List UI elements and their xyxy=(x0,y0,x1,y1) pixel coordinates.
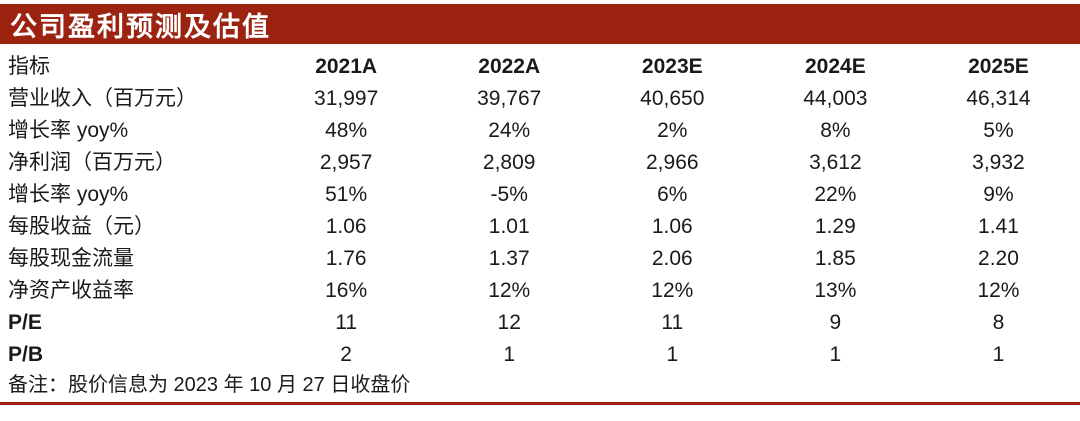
cell-value: 1.06 xyxy=(651,214,693,238)
cell-value: 1.41 xyxy=(978,214,1019,238)
cell-value: 3,612 xyxy=(809,150,862,174)
cell-value: 51% xyxy=(325,182,368,206)
table-row-profit-growth: 增长率 yoy% 51% -5% 6% 22% 9% xyxy=(0,178,1080,210)
row-label: 每股收益（元） xyxy=(8,214,155,238)
cell-value: 48% xyxy=(325,118,368,142)
header-year-2022a: 2022A xyxy=(478,54,541,78)
cell-value: 11 xyxy=(335,310,358,334)
cell-value: 2.20 xyxy=(978,246,1019,270)
cell-value: 2% xyxy=(657,118,688,142)
table-row-eps: 每股收益（元） 1.06 1.01 1.06 1.29 1.41 xyxy=(0,210,1080,242)
cell-value: 3,932 xyxy=(972,150,1025,174)
cell-value: 22% xyxy=(814,182,857,206)
cell-value: 2.06 xyxy=(651,246,693,270)
cell-value: 44,003 xyxy=(803,86,868,110)
page-title: 公司盈利预测及估值 xyxy=(10,11,271,42)
cell-value: 1.01 xyxy=(488,214,530,238)
table-row-cashflow-per-share: 每股现金流量 1.76 1.37 2.06 1.85 2.20 xyxy=(0,242,1080,274)
cell-value: 39,767 xyxy=(477,86,542,110)
row-label: 净资产收益率 xyxy=(8,278,134,302)
cell-value: 12% xyxy=(977,278,1020,302)
header-year-2023e: 2023E xyxy=(641,54,703,78)
footnote: 备注：股价信息为 2023 年 10 月 27 日收盘价 xyxy=(0,370,1080,405)
cell-value: 9 xyxy=(829,310,842,334)
cell-value: 1.06 xyxy=(325,214,367,238)
table-row-revenue-growth: 增长率 yoy% 48% 24% 2% 8% 5% xyxy=(0,114,1080,146)
cell-value: 2,957 xyxy=(319,150,373,174)
row-label: 增长率 yoy% xyxy=(8,118,129,142)
row-label: 营业收入（百万元） xyxy=(8,86,197,110)
cell-value: 46,314 xyxy=(966,86,1031,110)
header-indicator: 指标 xyxy=(8,54,50,78)
cell-value: 1 xyxy=(666,342,679,366)
cell-value: 40,650 xyxy=(640,86,705,110)
cell-value: 1.76 xyxy=(325,246,367,270)
table-row-net-profit: 净利润（百万元） 2,957 2,809 2,966 3,612 3,932 xyxy=(0,146,1080,178)
table-row-pb: P/B 2 1 1 1 1 xyxy=(0,338,1080,370)
cell-value: 1.85 xyxy=(814,246,856,270)
table-row-revenue: 营业收入（百万元） 31,997 39,767 40,650 44,003 46… xyxy=(0,82,1080,114)
cell-value: 2,966 xyxy=(646,150,699,174)
header-year-2024e: 2024E xyxy=(805,54,866,78)
cell-value: 31,997 xyxy=(314,86,379,110)
title-bar: 公司盈利预测及估值 xyxy=(0,4,1080,44)
cell-value: 6% xyxy=(657,182,688,206)
row-label: 每股现金流量 xyxy=(8,246,134,270)
table-header-row: 指标 2021A 2022A 2023E 2024E 2025E xyxy=(0,50,1080,82)
cell-value: 24% xyxy=(488,118,531,142)
cell-value: 12% xyxy=(651,278,694,302)
cell-value: 12 xyxy=(497,310,521,334)
cell-value: 5% xyxy=(983,118,1014,142)
metrics-table: 指标 2021A 2022A 2023E 2024E 2025E 营业收入（百万… xyxy=(0,50,1080,370)
cell-value: 11 xyxy=(661,310,684,334)
cell-value: 1.37 xyxy=(488,246,530,270)
cell-value: 1 xyxy=(503,342,516,366)
cell-value: 12% xyxy=(488,278,531,302)
header-year-2025e: 2025E xyxy=(968,54,1029,78)
row-label: 净利润（百万元） xyxy=(8,150,176,174)
cell-value: 8 xyxy=(992,310,1005,334)
row-label: P/E xyxy=(8,310,42,334)
cell-value: 16% xyxy=(325,278,368,302)
cell-value: 8% xyxy=(820,118,851,142)
cell-value: -5% xyxy=(490,182,528,206)
cell-value: 2 xyxy=(340,342,352,366)
cell-value: 2,809 xyxy=(482,150,536,174)
cell-value: 1.29 xyxy=(814,214,856,238)
row-label: P/B xyxy=(8,342,44,366)
table-row-roe: 净资产收益率 16% 12% 12% 13% 12% xyxy=(0,274,1080,306)
header-year-2021a: 2021A xyxy=(315,54,378,78)
cell-value: 9% xyxy=(983,182,1014,206)
row-label: 增长率 yoy% xyxy=(8,182,129,206)
cell-value: 13% xyxy=(814,278,857,302)
table-row-pe: P/E 11 12 11 9 8 xyxy=(0,306,1080,338)
cell-value: 1 xyxy=(992,342,1005,366)
cell-value: 1 xyxy=(829,342,842,366)
